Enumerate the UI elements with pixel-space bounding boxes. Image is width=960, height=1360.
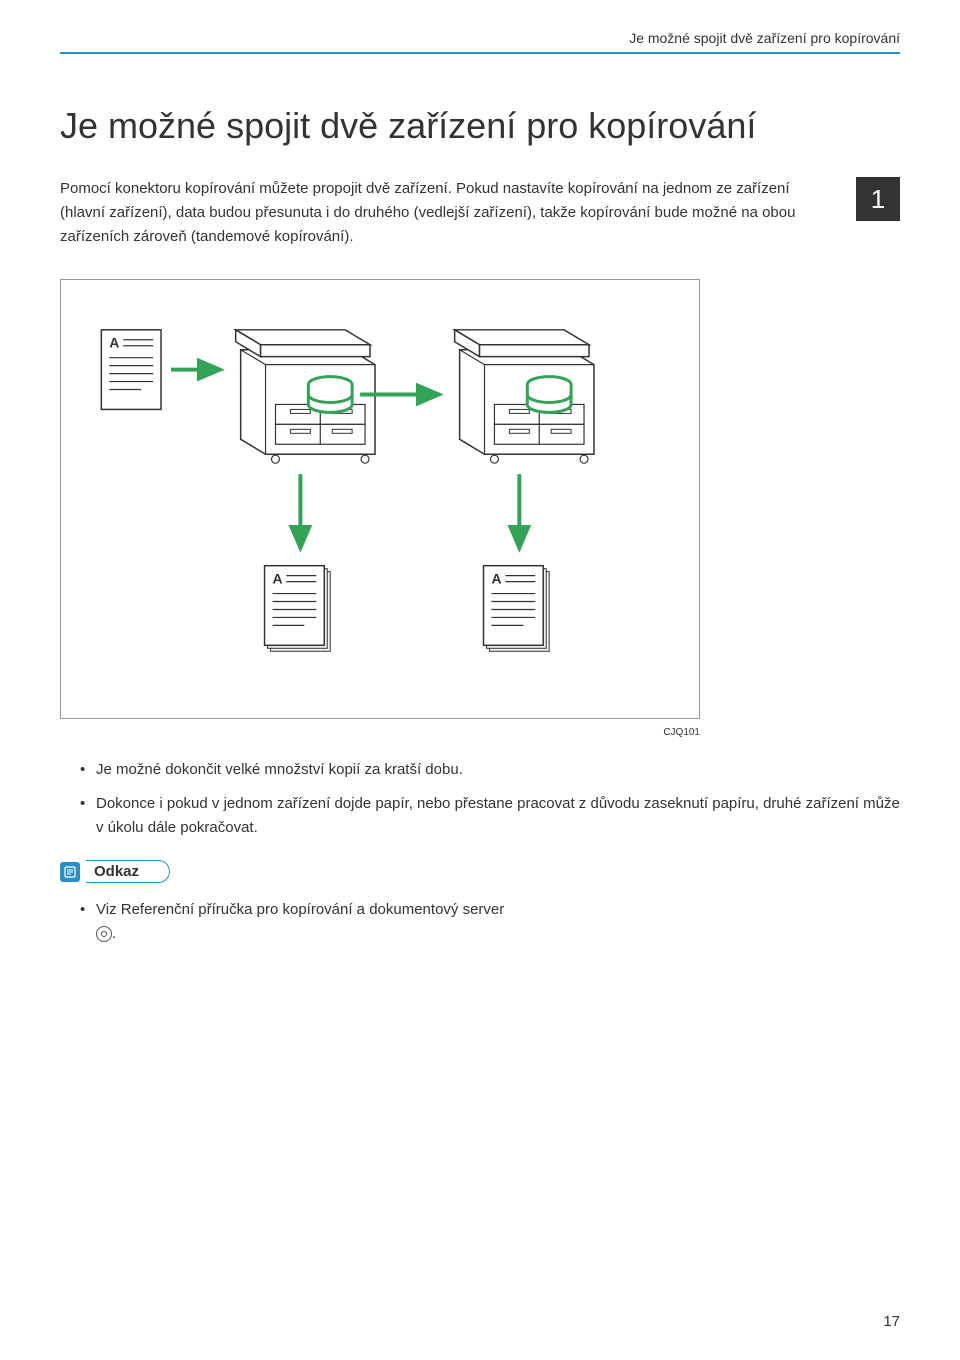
output-document-1 xyxy=(265,566,331,652)
copier-sub-icon xyxy=(455,330,594,463)
feature-bullet-list: Je možné dokončit velké množství kopií z… xyxy=(60,758,900,840)
diagram-reference-code: CJQ101 xyxy=(60,727,700,738)
tandem-copy-diagram: A xyxy=(60,279,700,719)
reference-label-text: Odkaz xyxy=(86,860,170,883)
page-title: Je možné spojit dvě zařízení pro kopírov… xyxy=(60,104,900,147)
bullet-item: Je možné dokončit velké množství kopií z… xyxy=(80,758,900,782)
running-title-text: Je možné spojit dvě zařízení pro kopírov… xyxy=(629,30,900,46)
reference-icon xyxy=(60,862,80,882)
storage-disk-main xyxy=(308,377,352,413)
reference-list: Viz Referenční příručka pro kopírování a… xyxy=(60,898,900,946)
bullet-item: Dokonce i pokud v jednom zařízení dojde … xyxy=(80,792,900,840)
reference-item: Viz Referenční příručka pro kopírování a… xyxy=(80,898,900,946)
intro-paragraph: Pomocí konektoru kopírování můžete propo… xyxy=(60,177,836,249)
chapter-number-badge: 1 xyxy=(856,177,900,221)
cd-icon xyxy=(96,926,112,942)
input-document-icon xyxy=(101,330,161,410)
page-number: 17 xyxy=(883,1313,900,1330)
storage-disk-sub xyxy=(527,377,571,413)
output-document-2 xyxy=(484,566,550,652)
reference-item-period: . xyxy=(112,925,116,942)
running-header: Je možné spojit dvě zařízení pro kopírov… xyxy=(60,30,900,54)
copier-main-icon xyxy=(236,330,375,463)
reference-item-text: Viz Referenční příručka pro kopírování a… xyxy=(96,901,504,918)
reference-callout: Odkaz xyxy=(60,860,170,883)
